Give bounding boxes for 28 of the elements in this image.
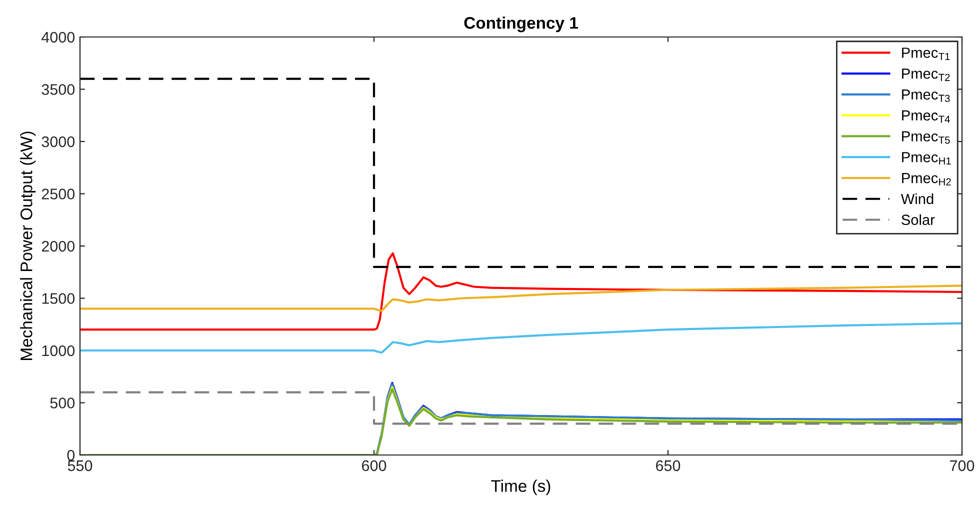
x-tick-label: 550 [68,460,92,472]
y-tick-label: 500 [50,398,75,408]
x-tick-label: 650 [656,460,680,472]
y-tick-label: 3500 [42,84,75,95]
legend-label: Pmec$_{H1}$ [902,152,951,164]
y-tick-label: 3000 [42,136,75,148]
legend-label: Solar [902,214,935,226]
legend-label: Pmec$_{T4}$ [902,110,950,123]
line-series [80,252,962,331]
y-tick-label: 2000 [42,240,75,252]
legend-label: Pmec$_{H2}$ [902,173,951,186]
line-series [80,322,962,354]
x-axis-title: Time (s) [491,480,550,496]
legend-label: Pmec$_{T2}$ [902,68,950,81]
y-tick-label: 1000 [42,345,75,356]
y-tick-label: 2500 [42,188,75,200]
legend-label: Pmec$_{T1}$ [902,48,950,60]
legend-label: Wind [900,193,934,204]
x-tick-label: 600 [362,460,386,472]
line-series [80,284,962,312]
x-tick-label: 700 [950,460,974,472]
y-tick-label: 0 [67,450,75,461]
chart-title: Contingency 1 [464,16,578,32]
legend-label: Pmec$_{T5}$ [902,131,950,144]
y-tick-label: 4000 [42,32,75,43]
y-axis-title: Mechanical Power Output (kW) [20,132,36,360]
legend-label: Pmec$_{T3}$ [902,89,950,102]
y-tick-label: 1500 [42,293,75,304]
